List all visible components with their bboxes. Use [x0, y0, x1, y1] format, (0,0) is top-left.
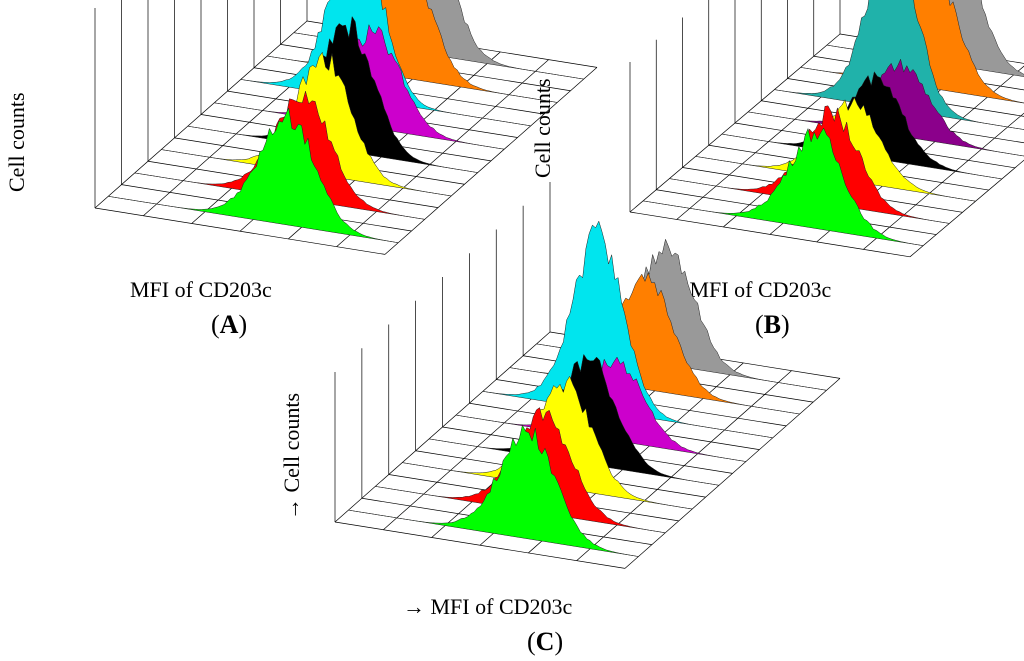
- panel-b-depth-line: [629, 33, 841, 213]
- panel-c-histograms: [348, 220, 827, 557]
- panel-c-x-axis-label: → MFI of CD203c: [403, 594, 573, 619]
- panel-c-depth-line: [576, 370, 792, 561]
- panel-a-depth-line: [94, 20, 308, 209]
- panel-a-x-axis-label: MFI of CD203c: [130, 277, 272, 302]
- panel-a-depth-line: [384, 67, 598, 255]
- panel-a-letter: (A): [211, 310, 247, 339]
- panel-c: → Cell counts → MFI of CD203c (C): [279, 182, 841, 656]
- panel-b-depth-line: [863, 112, 1024, 250]
- panel-a-y-axis-label: Cell counts: [4, 92, 29, 192]
- panel-c-histogram-cyan: [482, 220, 774, 439]
- panel-b-histogram-green: [642, 127, 924, 246]
- panel-c-letter: (C): [527, 627, 563, 656]
- panel-c-depth-line: [334, 331, 551, 523]
- panel-b: Cell counts → MFI of CD203c (B): [530, 0, 1024, 339]
- panel-c-histogram-green: [348, 424, 639, 557]
- panel-c-depth-line: [624, 378, 841, 569]
- panel-b-letter: (B): [755, 310, 790, 339]
- panel-a-histograms: [108, 0, 584, 243]
- panel-b-depth-line: [909, 159, 1024, 258]
- panel-a-depth-line: [336, 59, 549, 247]
- panel-c-y-axis-label: → Cell counts: [279, 393, 304, 520]
- panel-b-histograms: [642, 0, 1024, 246]
- panel-b-y-axis-label: Cell counts: [530, 78, 555, 178]
- panel-a: Cell counts MFI of CD203c (A): [4, 0, 598, 339]
- panel-a-histogram-green: [108, 107, 399, 243]
